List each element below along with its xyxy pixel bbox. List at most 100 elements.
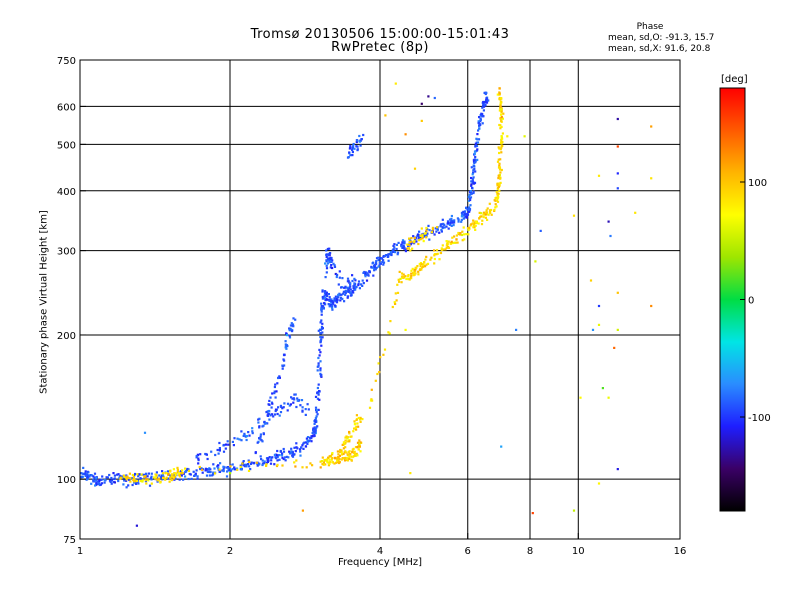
echo-point bbox=[113, 477, 116, 481]
echo-point bbox=[354, 288, 357, 291]
echo-point bbox=[245, 435, 249, 438]
echo-point bbox=[453, 219, 456, 222]
echo-point bbox=[349, 144, 352, 148]
echo-point bbox=[494, 206, 497, 209]
echo-point bbox=[100, 478, 103, 481]
echo-point bbox=[158, 474, 161, 477]
echo-point bbox=[207, 470, 210, 474]
x-tick-label: 6 bbox=[465, 546, 471, 557]
echo-point bbox=[267, 457, 270, 460]
echo-point bbox=[317, 362, 320, 365]
echo-point bbox=[180, 474, 183, 477]
echo-point bbox=[500, 445, 503, 448]
echo-point bbox=[329, 454, 332, 457]
echo-point bbox=[287, 456, 290, 459]
echo-point bbox=[274, 396, 277, 399]
echo-point bbox=[449, 242, 452, 245]
echo-point bbox=[275, 453, 278, 456]
echo-point bbox=[148, 484, 152, 487]
echo-point bbox=[117, 479, 120, 483]
echo-point bbox=[209, 471, 212, 474]
echo-point bbox=[288, 328, 291, 332]
echo-point bbox=[377, 259, 380, 262]
echo-point bbox=[473, 161, 476, 164]
echo-point bbox=[222, 468, 225, 471]
echo-point bbox=[483, 103, 486, 106]
echo-point bbox=[335, 298, 338, 301]
echo-point bbox=[296, 397, 299, 400]
echo-point bbox=[318, 348, 321, 351]
echo-point bbox=[122, 483, 125, 486]
echo-point bbox=[346, 437, 349, 440]
echo-point bbox=[466, 227, 470, 230]
echo-point bbox=[393, 243, 396, 246]
echo-point bbox=[496, 182, 499, 185]
echo-point bbox=[281, 367, 284, 370]
echo-point bbox=[325, 253, 328, 256]
echo-point bbox=[486, 207, 489, 210]
echo-point bbox=[317, 329, 320, 332]
echo-point bbox=[105, 476, 108, 479]
echo-point bbox=[295, 442, 298, 445]
echo-point bbox=[474, 145, 477, 148]
echo-point bbox=[473, 168, 476, 171]
echo-point bbox=[496, 184, 499, 187]
echo-point bbox=[235, 467, 239, 470]
echo-point bbox=[321, 456, 324, 459]
echo-point bbox=[320, 310, 323, 313]
echo-point bbox=[327, 293, 330, 296]
echo-point bbox=[82, 466, 85, 469]
echo-point bbox=[276, 454, 279, 457]
echo-point bbox=[150, 482, 153, 485]
echo-point bbox=[356, 139, 359, 142]
echo-point bbox=[84, 470, 87, 473]
echo-point bbox=[218, 447, 221, 450]
echo-point bbox=[450, 219, 453, 222]
echo-point bbox=[353, 454, 356, 457]
echo-point bbox=[394, 82, 397, 85]
echo-point bbox=[271, 456, 274, 459]
phase-stats-title: Phase bbox=[636, 22, 664, 32]
echo-point bbox=[300, 446, 303, 449]
echo-point bbox=[613, 346, 616, 349]
echo-point bbox=[443, 223, 446, 227]
echo-point bbox=[496, 160, 500, 163]
echo-point bbox=[320, 313, 323, 316]
echo-point bbox=[377, 362, 380, 365]
echo-point bbox=[320, 325, 324, 328]
echo-point bbox=[330, 458, 333, 461]
echo-point bbox=[295, 405, 298, 409]
echo-point bbox=[236, 468, 239, 471]
echo-point bbox=[476, 138, 479, 141]
echo-point bbox=[418, 268, 421, 272]
echo-point bbox=[357, 284, 360, 287]
echo-point bbox=[222, 444, 225, 447]
echo-point bbox=[371, 399, 374, 402]
echo-point bbox=[402, 273, 405, 276]
echo-point bbox=[433, 253, 436, 256]
echo-point bbox=[263, 462, 266, 465]
echo-point bbox=[480, 215, 483, 218]
echo-point bbox=[391, 249, 394, 252]
echo-point bbox=[506, 135, 509, 138]
echo-point bbox=[462, 217, 465, 220]
y-tick-label: 100 bbox=[57, 475, 76, 486]
echo-point bbox=[496, 197, 500, 200]
echo-point bbox=[88, 474, 91, 477]
echo-point bbox=[426, 232, 429, 235]
echo-point bbox=[127, 484, 130, 487]
echo-point bbox=[147, 472, 150, 475]
echo-point bbox=[379, 257, 382, 260]
echo-point bbox=[354, 446, 358, 449]
echo-point bbox=[468, 193, 471, 196]
echo-point bbox=[296, 399, 299, 402]
echo-point bbox=[421, 237, 424, 240]
echo-point bbox=[201, 471, 204, 474]
echo-point bbox=[361, 284, 364, 287]
echo-point bbox=[382, 353, 385, 356]
echo-point bbox=[269, 462, 273, 465]
echo-point bbox=[318, 398, 321, 401]
echo-point bbox=[372, 261, 375, 264]
echo-point bbox=[328, 462, 331, 465]
echo-point bbox=[319, 332, 323, 335]
